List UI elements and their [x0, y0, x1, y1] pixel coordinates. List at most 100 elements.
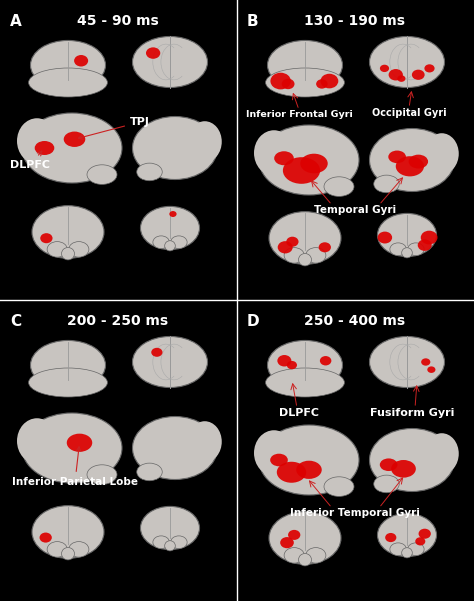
Text: Fusiform Gyri: Fusiform Gyri [370, 408, 454, 418]
Text: C: C [10, 314, 21, 329]
Ellipse shape [380, 65, 389, 72]
Ellipse shape [137, 463, 162, 481]
Ellipse shape [28, 68, 108, 97]
Ellipse shape [47, 542, 67, 557]
Ellipse shape [299, 254, 311, 266]
Ellipse shape [389, 69, 403, 81]
Ellipse shape [64, 132, 85, 147]
Text: 250 - 400 ms: 250 - 400 ms [304, 314, 406, 328]
Text: Occipital Gyri: Occipital Gyri [372, 108, 447, 118]
Text: Inferior Temporal Gyri: Inferior Temporal Gyri [290, 508, 420, 518]
Text: TPJ: TPJ [78, 117, 150, 139]
Ellipse shape [30, 40, 106, 90]
Ellipse shape [390, 243, 406, 255]
Ellipse shape [388, 150, 406, 163]
Ellipse shape [378, 231, 392, 243]
Ellipse shape [171, 236, 187, 249]
Text: Inferior Parietal Lobe: Inferior Parietal Lobe [12, 447, 138, 487]
Ellipse shape [69, 542, 89, 557]
Ellipse shape [265, 68, 345, 97]
Ellipse shape [17, 118, 57, 163]
Ellipse shape [269, 212, 341, 264]
Ellipse shape [380, 459, 397, 471]
Ellipse shape [306, 548, 326, 563]
Ellipse shape [259, 425, 359, 495]
Ellipse shape [47, 242, 67, 257]
Ellipse shape [164, 541, 175, 551]
Ellipse shape [324, 177, 354, 197]
Ellipse shape [288, 530, 301, 540]
Ellipse shape [267, 340, 343, 390]
Ellipse shape [32, 505, 104, 558]
Ellipse shape [277, 355, 292, 367]
Ellipse shape [409, 154, 428, 168]
Ellipse shape [284, 248, 304, 263]
Ellipse shape [397, 75, 405, 82]
Ellipse shape [69, 242, 89, 257]
Ellipse shape [270, 454, 288, 466]
Ellipse shape [171, 536, 187, 549]
Ellipse shape [324, 477, 354, 496]
Ellipse shape [282, 79, 294, 89]
Ellipse shape [320, 356, 331, 365]
Text: B: B [247, 14, 259, 29]
Text: Inferior Frontal Gyri: Inferior Frontal Gyri [246, 110, 352, 119]
Ellipse shape [40, 233, 53, 243]
Ellipse shape [278, 241, 293, 254]
Ellipse shape [259, 125, 359, 195]
Ellipse shape [87, 465, 117, 484]
Ellipse shape [188, 421, 222, 462]
Ellipse shape [133, 117, 218, 180]
Ellipse shape [140, 507, 200, 549]
Ellipse shape [286, 237, 299, 247]
Ellipse shape [169, 211, 177, 217]
Ellipse shape [146, 47, 160, 59]
Ellipse shape [30, 340, 106, 390]
Text: A: A [10, 14, 22, 29]
Ellipse shape [133, 337, 208, 388]
Ellipse shape [270, 73, 291, 90]
Ellipse shape [280, 537, 294, 548]
Text: D: D [247, 314, 260, 329]
Ellipse shape [370, 37, 445, 88]
Ellipse shape [254, 430, 294, 476]
Ellipse shape [408, 543, 424, 555]
Ellipse shape [427, 367, 436, 373]
Ellipse shape [421, 231, 438, 245]
Ellipse shape [87, 165, 117, 185]
Text: Temporal Gyri: Temporal Gyri [314, 205, 396, 215]
Text: DLPFC: DLPFC [279, 408, 319, 418]
Ellipse shape [274, 151, 294, 165]
Ellipse shape [370, 337, 445, 388]
Ellipse shape [425, 133, 459, 174]
Ellipse shape [137, 163, 162, 181]
Ellipse shape [22, 113, 122, 183]
Text: 200 - 250 ms: 200 - 250 ms [67, 314, 169, 328]
Ellipse shape [140, 206, 200, 249]
Ellipse shape [133, 37, 208, 88]
Ellipse shape [133, 416, 218, 480]
Ellipse shape [277, 462, 306, 483]
Ellipse shape [287, 361, 297, 369]
Ellipse shape [418, 239, 432, 251]
Ellipse shape [151, 348, 163, 357]
Ellipse shape [401, 248, 412, 258]
Ellipse shape [283, 157, 320, 184]
Ellipse shape [164, 241, 175, 251]
Ellipse shape [267, 40, 343, 90]
Ellipse shape [377, 513, 437, 557]
Text: DLPFC: DLPFC [10, 151, 50, 170]
Ellipse shape [188, 121, 222, 162]
Ellipse shape [408, 243, 424, 255]
Ellipse shape [419, 529, 431, 538]
Ellipse shape [62, 548, 74, 560]
Ellipse shape [320, 74, 338, 88]
Ellipse shape [319, 242, 331, 252]
Ellipse shape [374, 475, 399, 493]
Ellipse shape [306, 248, 326, 263]
Ellipse shape [374, 175, 399, 193]
Ellipse shape [39, 532, 52, 543]
Ellipse shape [284, 548, 304, 563]
Text: 45 - 90 ms: 45 - 90 ms [77, 14, 159, 28]
Ellipse shape [74, 55, 88, 67]
